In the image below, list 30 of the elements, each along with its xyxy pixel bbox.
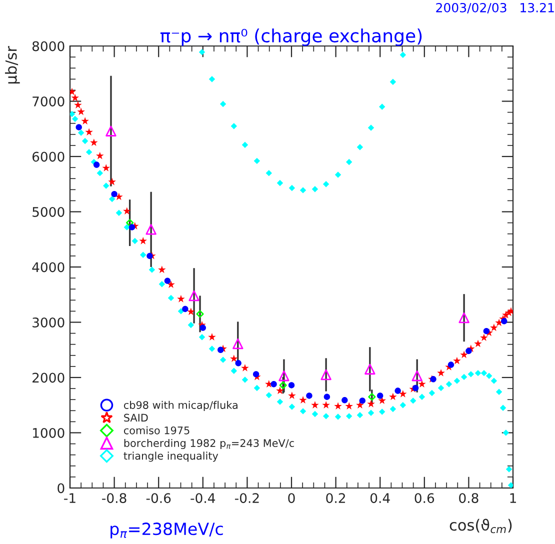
legend-label: triangle inequality: [124, 452, 218, 462]
y-axis-title: μb/sr: [5, 46, 20, 84]
legend-label: SAID: [124, 414, 148, 422]
x-axis-title: cos(ϑ$_{cm}$): [450, 518, 512, 534]
x-tick-label: 0.8: [459, 493, 478, 504]
legend-label: borcherding 1982 p$_{π}$=243 MeV/c: [124, 438, 294, 450]
x-tick-label: 1: [510, 493, 516, 503]
x-tick-label: -0.6: [146, 493, 171, 504]
x-tick-label: 0: [288, 493, 295, 504]
x-tick-label: 0.2: [326, 493, 345, 504]
y-tick-label: 1000: [33, 428, 64, 438]
x-tick-label: 0.4: [370, 493, 390, 504]
chart-title: π⁻p → nπ⁰ (charge exchange): [160, 28, 422, 46]
x-tick-label: 0.6: [414, 493, 434, 504]
y-tick-label: 0: [58, 483, 64, 494]
y-tick-label: 5000: [32, 206, 64, 217]
y-tick-label: 4000: [32, 262, 64, 272]
y-tick-label: 3000: [32, 317, 64, 328]
y-tick-label: 8000: [32, 41, 64, 52]
legend-label: comiso 1975: [124, 426, 190, 434]
legend-label: cb98 with micap/fluka: [124, 400, 238, 411]
y-tick-label: 6000: [32, 152, 64, 162]
y-tick-label: 2000: [32, 372, 64, 383]
text: 2003/02/03 13.21: [436, 2, 554, 14]
x-tick-label: -0.8: [102, 493, 126, 504]
y-tick-label: 7000: [32, 96, 64, 106]
x-tick-label: -0.4: [190, 493, 216, 504]
x-tick-label: -1: [64, 493, 76, 503]
text: p$_{π}$=238MeV/c: [110, 522, 223, 538]
x-tick-label: -0.2: [234, 493, 259, 504]
